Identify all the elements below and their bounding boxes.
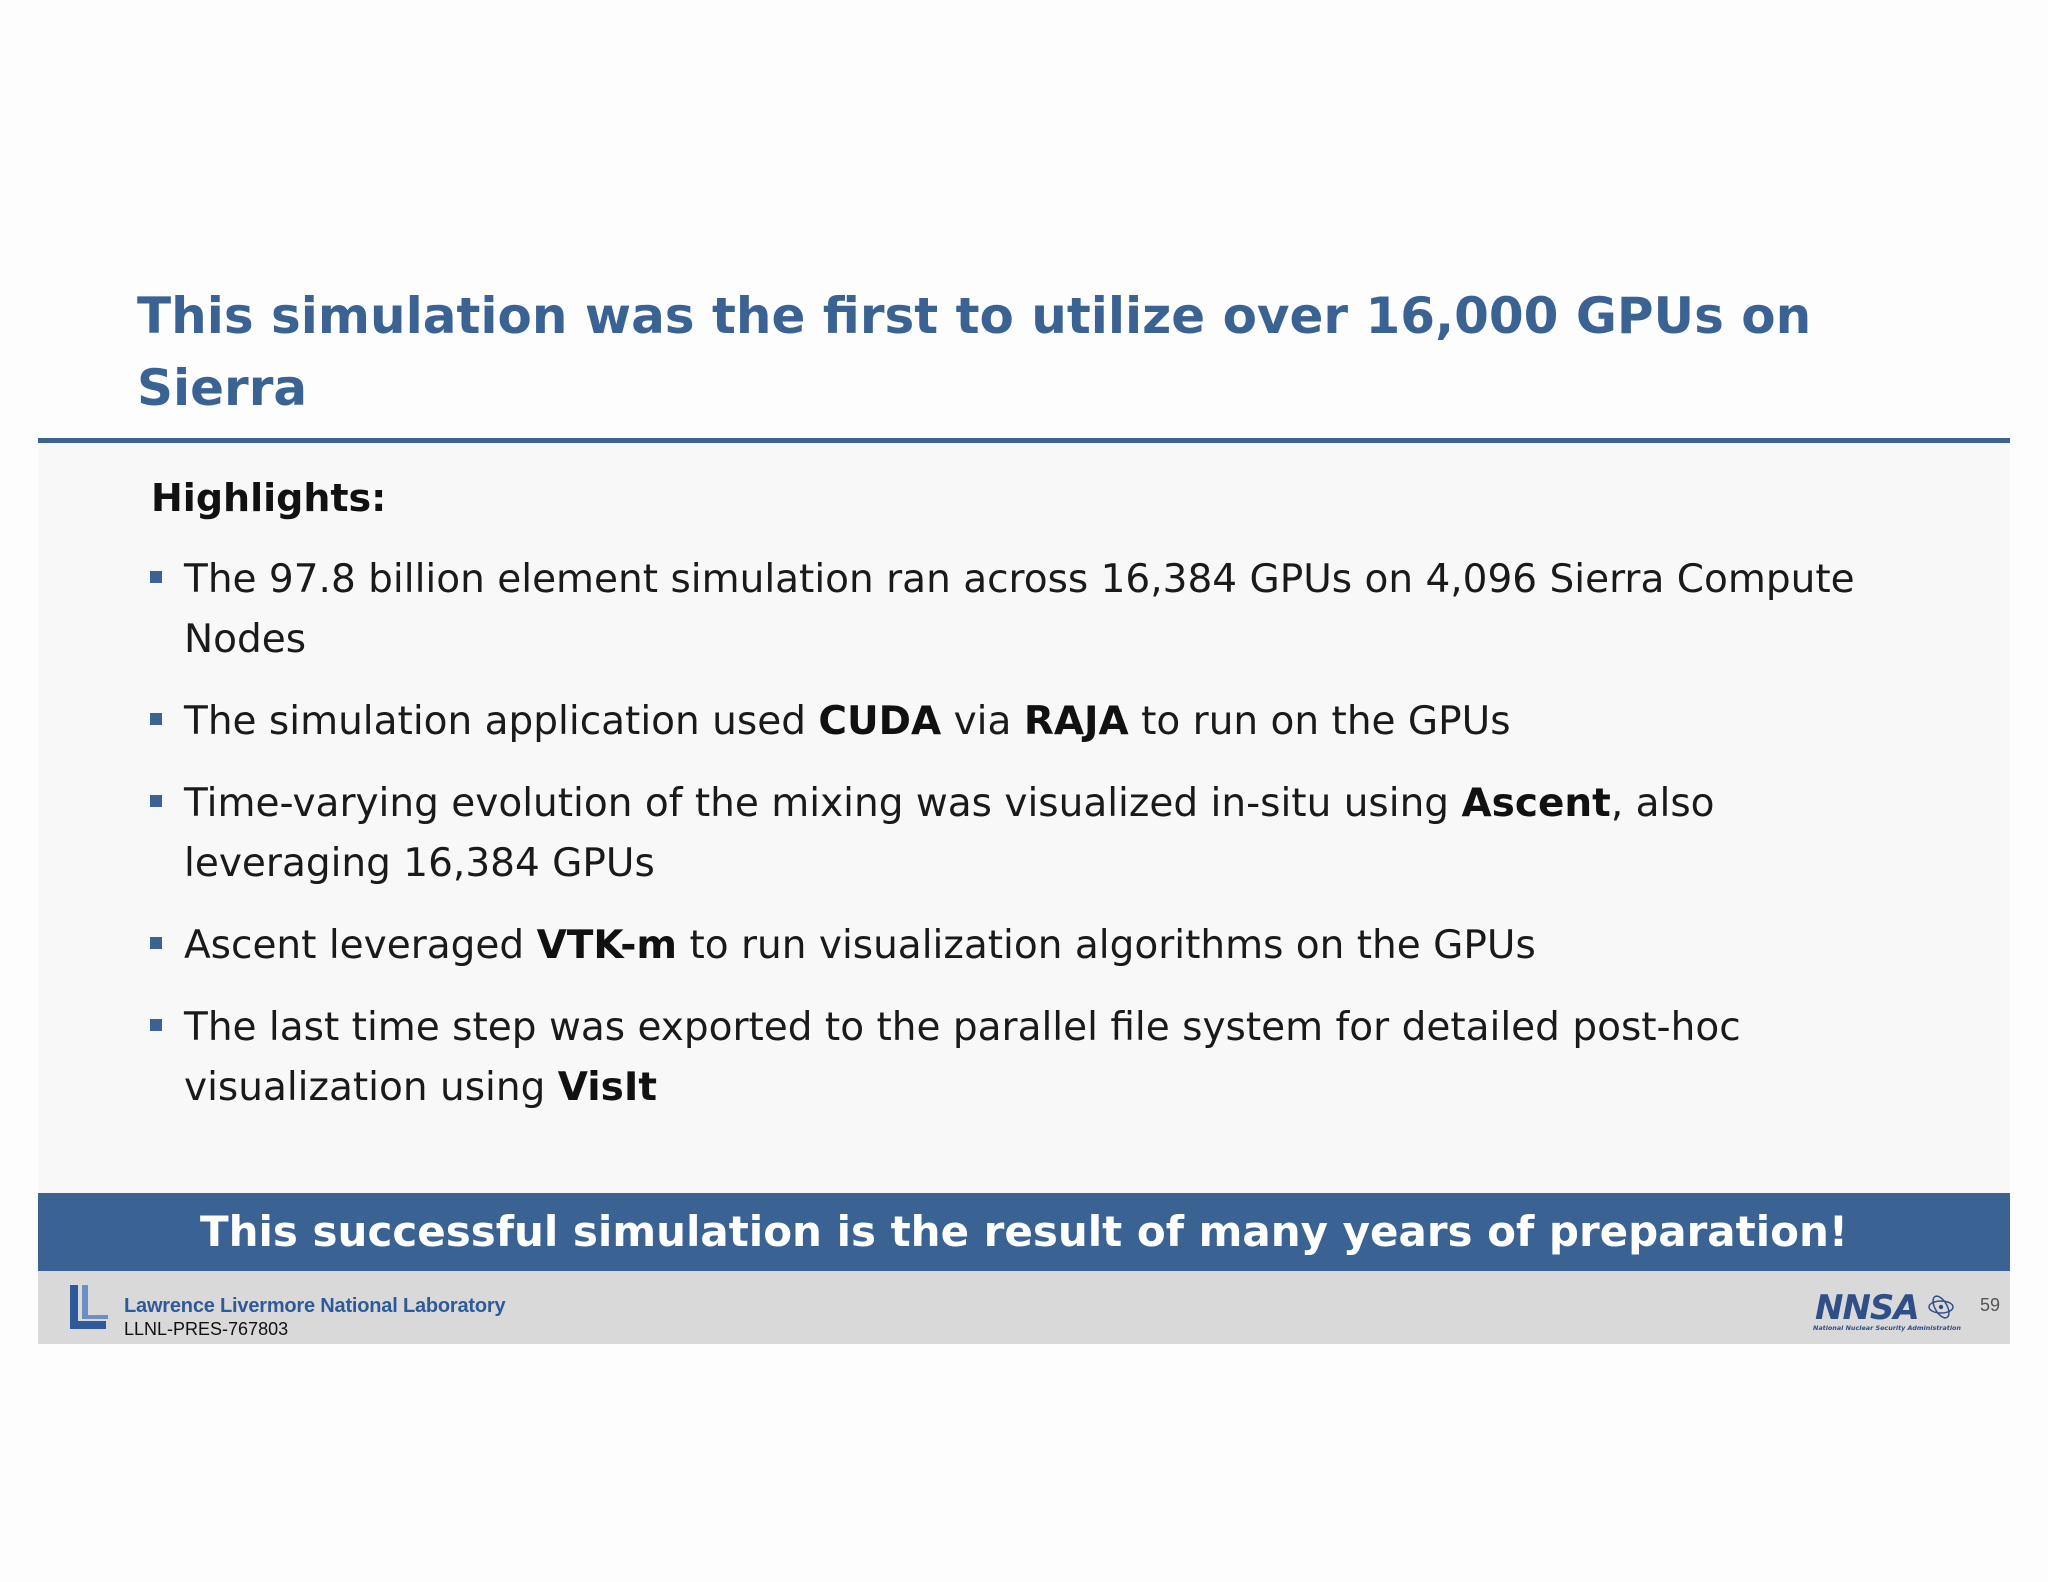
bullet-text: to run on the GPUs [1128,699,1511,744]
bullet-item: The simulation application used CUDA via… [150,692,1910,752]
bullet-item: The last time step was exported to the p… [150,998,1910,1118]
page-number: 59 [1980,1295,2001,1315]
bullet-list: The 97.8 billion element simulation ran … [150,550,1910,1140]
footer: Lawrence Livermore National Laboratory L… [38,1271,2010,1344]
bullet-text: The simulation application used [184,699,819,744]
bullet-keyword: VTK-m [536,923,678,968]
bullet-text: to run visualization algorithms on the G… [677,923,1536,968]
nnsa-logo-icon: NNSA National Nuclear Security Administr… [1813,1288,1961,1332]
bullet-text: , also leveraging 16,384 GPUs [184,781,1715,886]
bullet-square-icon [150,937,162,949]
bullet-item: The 97.8 billion element simulation ran … [150,550,1910,670]
slide-title: This simulation was the first to utilize… [137,287,1812,417]
nnsa-logo-text: NNSA [1815,1288,1919,1328]
bullet-square-icon [150,713,162,725]
conclusion-banner: This successful simulation is the result… [38,1193,2010,1271]
bullet-text: Ascent leveraged [184,923,537,968]
title-divider [38,438,2010,443]
lab-name: Lawrence Livermore National Laboratory [124,1295,506,1317]
bullet-keyword: VisIt [557,1065,657,1110]
document-id: LLNL-PRES-767803 [124,1319,289,1339]
bullet-square-icon [150,1019,162,1031]
bullet-text: Time-varying evolution of the mixing was… [184,781,1462,826]
bullet-item: Ascent leveraged VTK-m to run visualizat… [150,916,1910,976]
bullet-keyword: CUDA [818,699,942,744]
content-area [38,443,2010,1193]
bullet-text: The last time step was exported to the p… [184,1005,1741,1110]
bullet-square-icon [150,571,162,583]
bullet-keyword: RAJA [1023,699,1129,744]
bullet-keyword: Ascent [1461,781,1611,826]
highlights-heading: Highlights: [151,476,387,520]
bullet-square-icon [150,795,162,807]
bullet-text: The 97.8 billion element simulation ran … [184,557,1855,662]
nnsa-subtitle: National Nuclear Security Administration [1813,1324,1961,1332]
bullet-text: via [941,699,1024,744]
llnl-logo-icon [70,1285,108,1329]
bullet-item: Time-varying evolution of the mixing was… [150,774,1910,894]
